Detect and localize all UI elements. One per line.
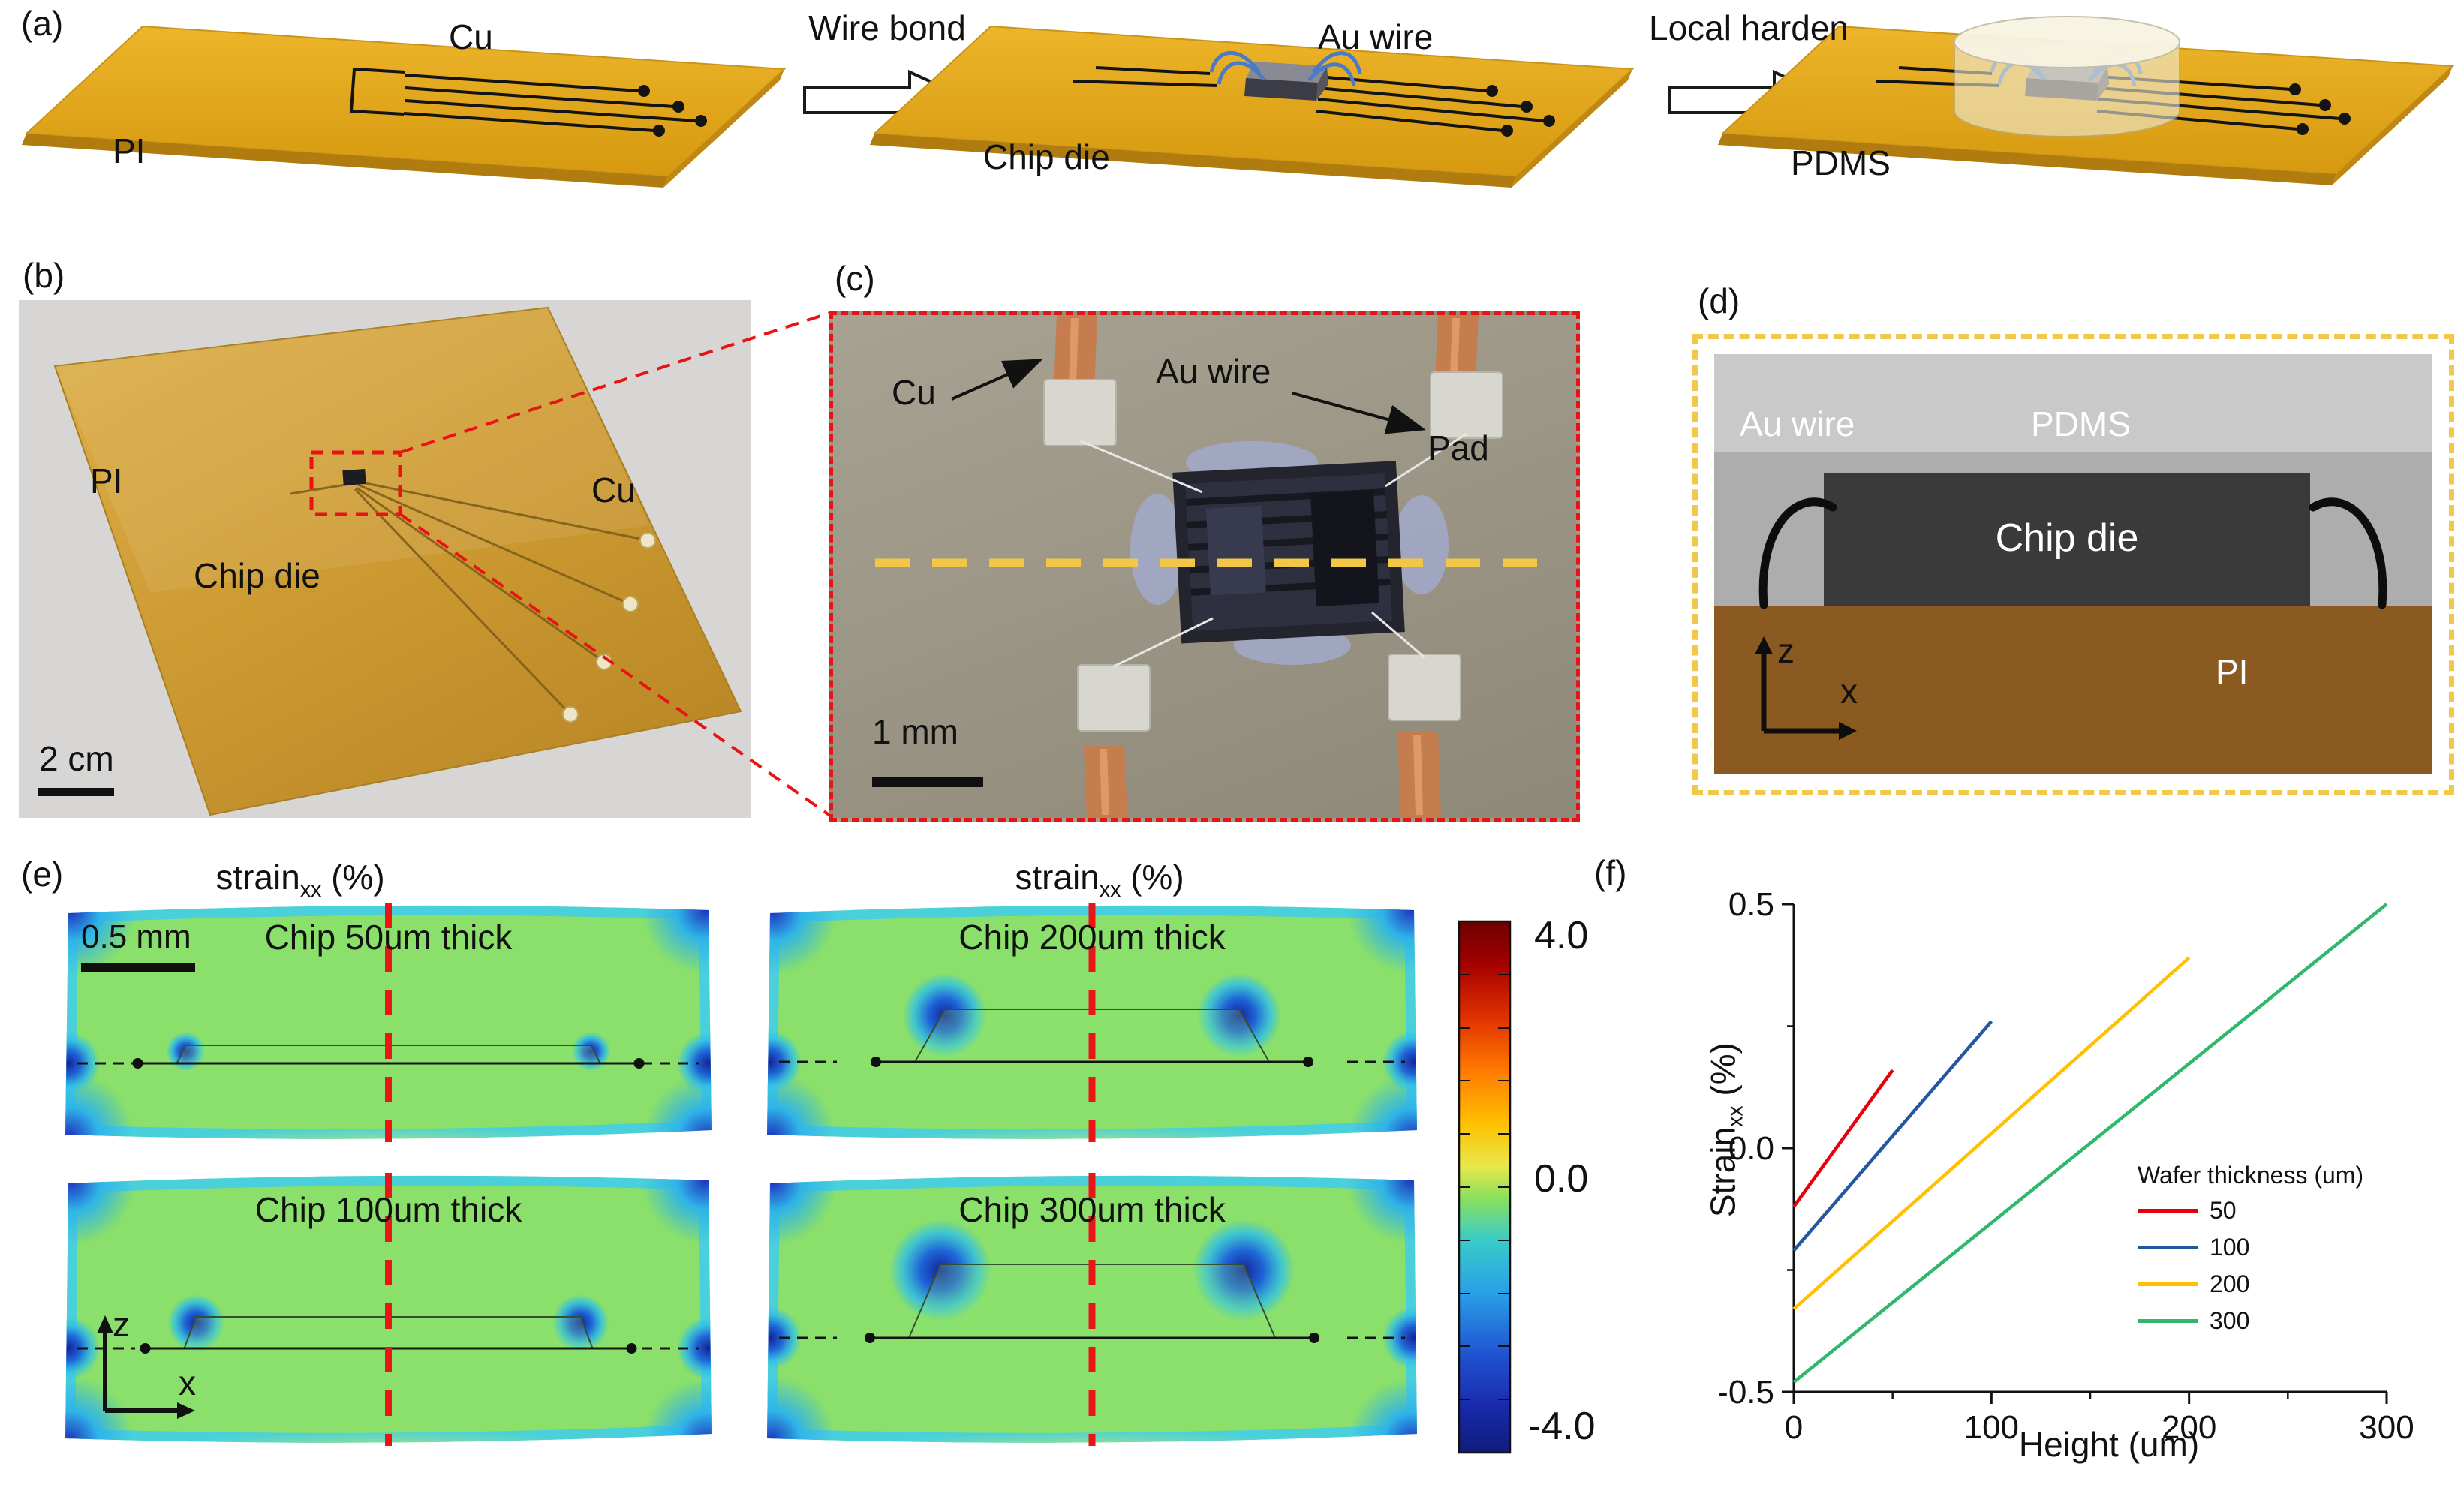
map-caption-100: Chip 100um thick — [254, 1190, 522, 1229]
au-wire-label-d: Au wire — [1740, 404, 1855, 443]
cu-traces-2 — [1073, 66, 1545, 132]
pi-film — [53, 306, 742, 816]
panel-d-schematic — [1714, 354, 2432, 774]
map-caption-50: Chip 50um thick — [264, 918, 513, 957]
panel-f-label: (f) — [1594, 853, 1627, 892]
panel-a-graphics — [22, 16, 2455, 188]
map-caption-200: Chip 200um thick — [958, 918, 1226, 957]
panel-d-frame — [1692, 334, 2454, 795]
svg-text:0: 0 — [1785, 1409, 1803, 1446]
colorbar-ticks — [1459, 974, 1509, 1400]
cu-traces-1 — [349, 67, 697, 132]
strain-map-100um — [65, 1173, 712, 1446]
bond-pads — [1043, 371, 1503, 732]
au-wire-label-c: Au wire — [1156, 352, 1271, 391]
map-caption-300: Chip 300um thick — [958, 1190, 1226, 1229]
pi-sheet-2 — [870, 25, 1635, 188]
scalebar-1mm-label: 1 mm — [872, 712, 958, 751]
scalebar-2cm-label: 2 cm — [39, 739, 114, 778]
cu-pads-1 — [638, 85, 707, 137]
cu-lead-highlights — [1069, 317, 1460, 816]
z-axis-label-e: z — [113, 1305, 130, 1344]
pi-layer — [1714, 606, 2432, 774]
chip-die-3d-1 — [1244, 62, 1328, 101]
pdms-label-a: PDMS — [1791, 143, 1891, 182]
cu-pads-3 — [2289, 83, 2351, 135]
panel-c-photo-frame — [829, 311, 1580, 822]
legend-item: 300 — [2138, 1303, 2363, 1339]
au-wire-arrow — [1292, 392, 1426, 434]
f-y-axis-label: Strainxx (%) — [1703, 1042, 1748, 1218]
zoom-region-box — [309, 450, 402, 516]
local-harden-label: Local harden — [1649, 8, 1849, 47]
panel-b-label: (b) — [23, 256, 65, 295]
f-x-axis-label: Height (um) — [2018, 1425, 2200, 1464]
chip-die-closeup — [1172, 461, 1405, 644]
pdms-upper — [1714, 354, 2432, 452]
scalebar-2cm — [38, 788, 114, 796]
zoom-connector-lines — [399, 311, 832, 817]
chart-legend: Wafer thickness (um) 50 100 200 300 — [2138, 1162, 2363, 1339]
colorbar-max-label: 4.0 — [1534, 914, 1589, 957]
legend-item: 200 — [2138, 1266, 2363, 1303]
svg-text:300: 300 — [2359, 1409, 2414, 1446]
cu-label-b: Cu — [591, 470, 636, 510]
strain-colorbar — [1458, 920, 1512, 1454]
legend-item: 100 — [2138, 1229, 2363, 1266]
pad-label-c: Pad — [1428, 428, 1489, 467]
strain-map-300um — [767, 1173, 1417, 1446]
svg-text:100: 100 — [1964, 1409, 2019, 1446]
panel-e-label: (e) — [21, 855, 64, 894]
au-wire-label-a: Au wire — [1318, 17, 1434, 56]
legend-item: 50 — [2138, 1192, 2363, 1229]
panel-d-label: (d) — [1698, 281, 1740, 320]
colorbar-mid-label: 0.0 — [1534, 1157, 1589, 1201]
pi-label-a: PI — [113, 131, 146, 170]
x-axis-label-e: x — [179, 1363, 196, 1402]
panel-c-label: (c) — [835, 259, 875, 298]
pi-label-d: PI — [2216, 652, 2249, 691]
panel-a-label: (a) — [21, 4, 64, 43]
chip-die-photo — [342, 468, 366, 486]
au-bond-wires — [1080, 432, 1467, 668]
panel-c-photo — [872, 315, 1537, 818]
cu-label-c: Cu — [892, 373, 936, 412]
chip-die-label-b: Chip die — [194, 556, 320, 595]
svg-text:200: 200 — [2162, 1409, 2216, 1446]
x-axis-label-d: x — [1840, 672, 1858, 711]
strain-title-left: strainxx (%) — [215, 858, 385, 903]
legend-title: Wafer thickness (um) — [2138, 1162, 2364, 1189]
colorbar-min-label: -4.0 — [1528, 1405, 1596, 1448]
cu-pads-2 — [1486, 85, 1555, 137]
cu-traces-photo — [290, 480, 648, 716]
au-wires-3d-1 — [1209, 50, 1362, 86]
z-axis-label-d: z — [1777, 631, 1795, 670]
pdms-dome — [1954, 16, 2180, 137]
strain-height-chart: 0.50.0-0.50 100 200 300 — [1717, 886, 2414, 1446]
scalebar-1mm — [872, 777, 983, 787]
cu-label-a: Cu — [449, 17, 493, 56]
zx-axes-d — [1755, 636, 1857, 740]
strain-map-200um — [767, 903, 1417, 1142]
pdms-label-d: PDMS — [2031, 404, 2131, 443]
strain-map-50um — [65, 903, 712, 1142]
svg-text:0.5: 0.5 — [1728, 886, 1774, 923]
wire-bond-label: Wire bond — [808, 8, 966, 47]
au-wires-xsec — [1758, 497, 2387, 609]
chip-die-label-a: Chip die — [983, 137, 1110, 176]
cu-arrow — [951, 359, 1043, 401]
chip-die-xsec — [1824, 473, 2310, 606]
pi-label-b: PI — [90, 461, 123, 501]
svg-text:-0.5: -0.5 — [1717, 1374, 1774, 1411]
zx-axes-e — [97, 1315, 195, 1419]
svg-text:0.0: 0.0 — [1728, 1130, 1774, 1167]
panel-b-photo — [19, 300, 751, 818]
legend-rows: 50 100 200 300 — [2138, 1192, 2363, 1339]
chip-die-label-d: Chip die — [1995, 516, 2139, 560]
scalebar-05mm-label: 0.5 mm — [81, 918, 191, 955]
scalebar-05mm — [81, 963, 195, 972]
strain-title-right: strainxx (%) — [1015, 858, 1184, 903]
